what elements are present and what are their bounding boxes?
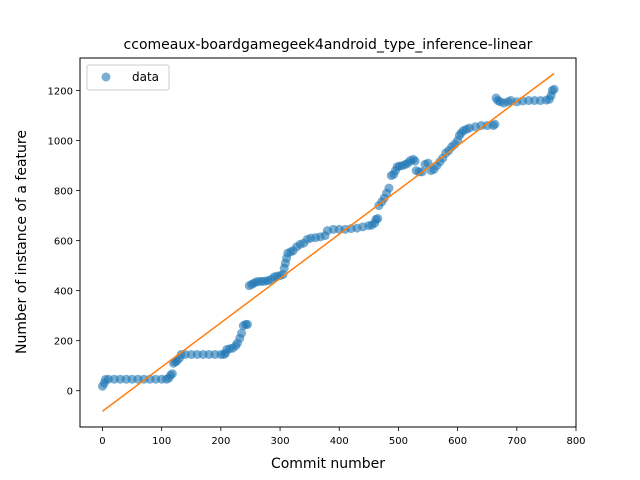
x-tick-label: 300 <box>271 436 290 447</box>
legend-box <box>86 64 170 91</box>
y-tick-label: 0 <box>67 387 73 398</box>
y-tick-label: 1200 <box>48 87 73 98</box>
y-tick-label: 400 <box>54 287 73 298</box>
y-axis-label: Number of instance of a feature <box>14 130 30 354</box>
x-tick-label: 600 <box>448 436 467 447</box>
x-tick-label: 800 <box>566 436 585 447</box>
data-point <box>490 119 500 129</box>
data-point <box>167 369 177 379</box>
plot-marks <box>97 72 559 412</box>
chart-title: ccomeaux-boardgamegeek4android_type_infe… <box>124 37 533 53</box>
y-tick-label: 800 <box>54 187 73 198</box>
y-tick-label: 1000 <box>48 137 73 148</box>
data-point <box>410 156 420 166</box>
data-point <box>373 214 383 224</box>
data-point <box>549 84 559 94</box>
legend-label-data: data <box>132 70 159 84</box>
data-point <box>237 328 247 338</box>
plot-frame <box>79 57 577 428</box>
x-tick-label: 100 <box>152 436 171 447</box>
x-tick-label: 0 <box>99 436 105 447</box>
x-axis: 0 100 200 300 400 500 600 700 800 <box>99 427 586 447</box>
y-axis: 0 200 400 600 800 1000 1200 <box>48 87 80 398</box>
y-tick-label: 600 <box>54 237 73 248</box>
x-tick-label: 400 <box>330 436 349 447</box>
y-tick-label: 200 <box>54 337 73 348</box>
legend-marker-data <box>101 72 111 82</box>
legend: data <box>86 64 170 91</box>
data-point <box>243 319 252 329</box>
x-tick-label: 500 <box>389 436 408 447</box>
x-tick-label: 700 <box>507 436 526 447</box>
x-axis-label: Commit number <box>271 456 385 472</box>
x-tick-label: 200 <box>211 436 230 447</box>
data-point <box>384 183 394 193</box>
fit-line <box>102 72 555 412</box>
